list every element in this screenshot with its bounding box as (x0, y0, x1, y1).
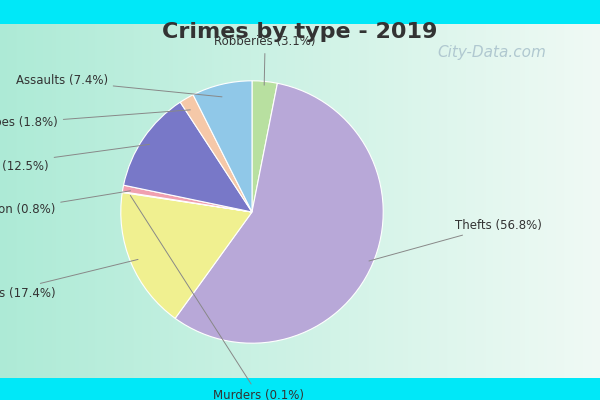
Wedge shape (252, 81, 277, 212)
Wedge shape (122, 192, 252, 212)
Text: Crimes by type - 2019: Crimes by type - 2019 (163, 22, 437, 42)
Text: Robberies (3.1%): Robberies (3.1%) (214, 35, 316, 85)
Text: Thefts (56.8%): Thefts (56.8%) (369, 219, 542, 261)
Wedge shape (175, 83, 383, 343)
Wedge shape (121, 192, 252, 318)
Wedge shape (180, 95, 252, 212)
Wedge shape (124, 102, 252, 212)
Text: Burglaries (17.4%): Burglaries (17.4%) (0, 260, 138, 300)
Wedge shape (122, 185, 252, 212)
Text: Murders (0.1%): Murders (0.1%) (130, 196, 304, 400)
Text: Auto thefts (12.5%): Auto thefts (12.5%) (0, 144, 149, 172)
Text: Arson (0.8%): Arson (0.8%) (0, 191, 131, 216)
Text: City-Data.com: City-Data.com (437, 44, 547, 60)
Text: Rapes (1.8%): Rapes (1.8%) (0, 110, 190, 129)
Wedge shape (193, 81, 252, 212)
Text: Assaults (7.4%): Assaults (7.4%) (16, 74, 222, 97)
